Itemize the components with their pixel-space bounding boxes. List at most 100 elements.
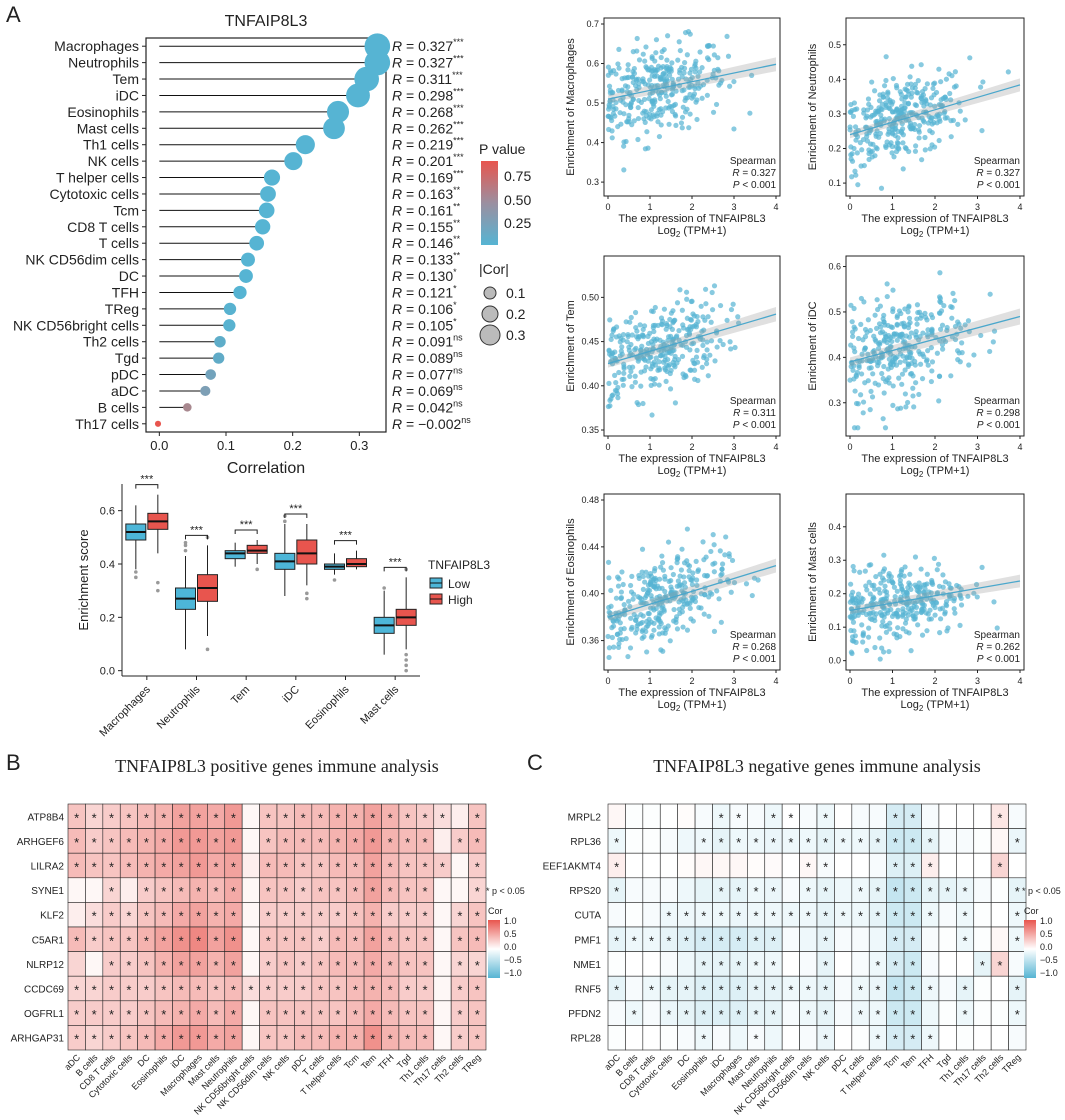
scatter-ytick-label: 0.36 (581, 636, 599, 646)
box-outlier (305, 591, 309, 596)
heatmap-star: * (231, 1007, 236, 1022)
scatter-point (959, 340, 965, 346)
scatter-point (694, 582, 700, 589)
scatter-point (915, 337, 922, 343)
scatter-point (669, 91, 676, 97)
scatter-point (866, 625, 872, 631)
heatmap-star: * (475, 860, 480, 875)
scatter-point (858, 321, 864, 327)
scatter-point (914, 302, 921, 308)
scatter-point (900, 339, 906, 345)
heatmap-cell (956, 828, 975, 854)
heatmap-cell (642, 1025, 661, 1051)
scatter-point (650, 322, 657, 329)
scatter-point (658, 348, 664, 354)
heatmap-star: * (335, 933, 340, 948)
scatter-xtick-label: 0 (605, 202, 610, 212)
scatter-point (955, 121, 961, 127)
scatter-point (948, 97, 954, 103)
lollipop-r-label: R = 0.133** (392, 251, 461, 268)
scatter-point (694, 97, 700, 103)
scatter-point (924, 357, 930, 363)
heatmap-star: * (126, 1032, 131, 1047)
heatmap-star: * (335, 1032, 340, 1047)
heatmap-star: * (370, 1032, 375, 1047)
scatter-point (994, 625, 1000, 631)
heatmap-star: * (161, 810, 166, 825)
heatmap-star: * (806, 1007, 811, 1022)
scatter-point (646, 611, 652, 617)
scatter-point (688, 317, 695, 323)
lollipop-dot (223, 319, 236, 332)
scatter-point (965, 593, 971, 599)
heatmap-star: * (161, 909, 166, 924)
scatter-point (944, 324, 950, 331)
scatter-point (627, 373, 633, 379)
scatter-point (922, 310, 928, 316)
scatter-point (663, 326, 669, 332)
scatter-point (688, 616, 694, 622)
heatmap-star: * (266, 909, 271, 924)
lollipop-r-label: R = 0.327*** (392, 54, 464, 71)
scatter-xlabel-units: Log2 (TPM+1) (901, 225, 970, 239)
heatmap-star: * (684, 909, 689, 924)
scatter-point (708, 338, 715, 344)
heatmap-star: * (283, 1007, 288, 1022)
scatter-ytick-label: 0.4 (828, 522, 841, 532)
scatter-point (727, 83, 733, 89)
lollipop-xtick-label: 0.1 (217, 438, 235, 453)
lollipop-r-label: R = 0.161** (392, 201, 461, 218)
scatter-point (633, 630, 639, 636)
scatter-point (636, 572, 642, 579)
heatmap-star: * (701, 1007, 706, 1022)
scatter-ci-band (608, 558, 776, 622)
scatter-point (606, 654, 612, 661)
heatmap-star: * (126, 835, 131, 850)
scatter-fit-line (607, 313, 777, 365)
scatter-point (899, 371, 906, 377)
heatmap-row-label: PFDN2 (568, 1009, 601, 1020)
heatmap-cell (868, 926, 887, 952)
scatter-point (704, 55, 711, 61)
scatter-point (881, 552, 887, 558)
heatmap-star: * (214, 933, 219, 948)
heatmap-cell (241, 877, 260, 903)
scatter-point (628, 368, 634, 375)
scatter-point (870, 141, 876, 147)
scatter-point (849, 174, 855, 180)
scatter-point (936, 373, 943, 379)
heatmap-cell (241, 828, 260, 854)
heatmap-star: * (928, 835, 933, 850)
box-outlier (404, 663, 408, 668)
heatmap-cell (973, 828, 992, 854)
heatmap-star: * (928, 983, 933, 998)
heatmap-star: * (440, 860, 445, 875)
scatter-point (904, 81, 911, 87)
scatter-point (649, 412, 655, 418)
heatmap-star: * (875, 958, 880, 973)
scatter-point (725, 53, 732, 59)
heatmap-star: * (370, 835, 375, 850)
scatter-point (621, 376, 627, 382)
scatter-point (908, 94, 914, 100)
scatter-point (716, 68, 722, 74)
heatmap-star: * (335, 1007, 340, 1022)
heatmap-cell (799, 951, 818, 977)
heatmap-cell (677, 951, 696, 977)
scatter-point (918, 62, 924, 68)
heatmap-legend-tick: −1.0 (1040, 968, 1058, 978)
scatter-point (634, 400, 640, 406)
box-sig-bracket (284, 513, 308, 518)
scatter-point (864, 138, 871, 144)
heatmap-star: * (405, 835, 410, 850)
heatmap-star: * (910, 933, 915, 948)
scatter-ytick-label: 0.3 (828, 398, 841, 408)
scatter-point (897, 89, 903, 95)
heatmap-star: * (318, 1032, 323, 1047)
scatter-point (885, 89, 891, 95)
scatter-point (916, 580, 922, 586)
heatmap-star: * (893, 884, 898, 899)
heatmap-negative: TNFAIP8L3 negative genes immune analysis… (543, 756, 1061, 1117)
heatmap-cell (85, 951, 104, 977)
